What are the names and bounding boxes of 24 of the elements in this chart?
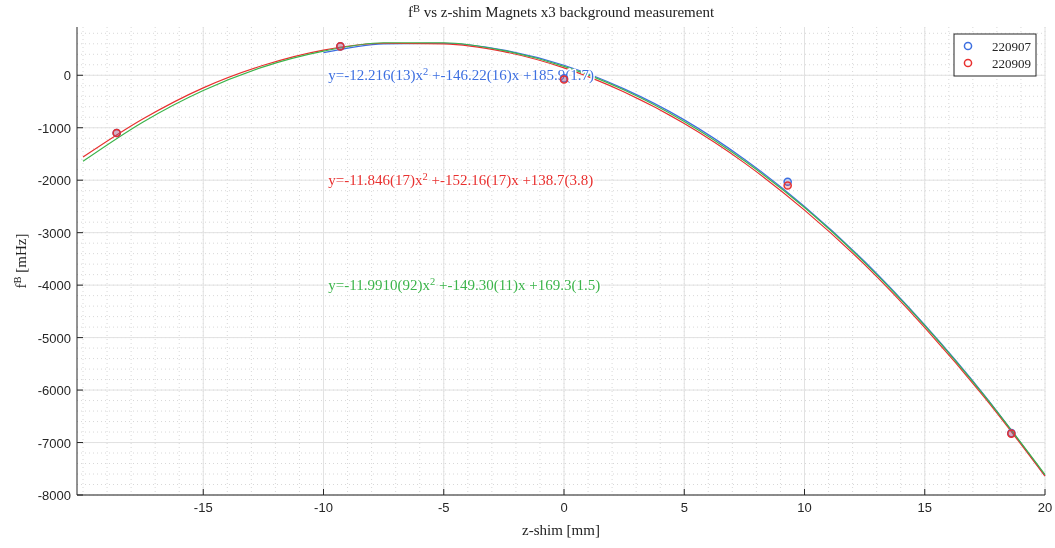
annotation: y=-11.9910(92)x$^{2}$ +-149.30(11)x +169.3(1.5)	[328, 275, 601, 295]
legend-label: 220909	[992, 56, 1031, 71]
y-tick-label: -7000	[37, 435, 71, 451]
x-tick-label: -5	[437, 500, 450, 515]
y-tick-label: -2000	[37, 173, 71, 189]
annotation: y=-11.846(17)x$^{2}$ +-152.16(17)x +138.7(3.8)	[328, 170, 594, 190]
y-tick-label: -1000	[37, 120, 71, 136]
y-tick-label: -4000	[37, 278, 71, 294]
y-tick-label: 0	[63, 68, 71, 84]
chart-title: f$^{B}$ vs z-shim Magnets x3 background measurement	[407, 2, 715, 20]
x-tick-label: -15	[193, 500, 213, 515]
x-tick-label: 10	[797, 500, 812, 515]
x-tick-label: -10	[314, 500, 333, 515]
x-tick-label: 20	[1037, 500, 1053, 515]
y-tick-label: -3000	[37, 225, 71, 241]
y-tick-label: -6000	[37, 383, 71, 399]
x-tick-label: 0	[560, 500, 568, 515]
point	[783, 181, 792, 190]
x-tick-label: 5	[680, 500, 688, 515]
y-tick-label: -8000	[37, 488, 71, 503]
x-tick-label: 15	[917, 500, 932, 515]
x-axis-title: z-shim [mm]	[522, 522, 600, 538]
legend-label: 220907	[992, 39, 1032, 54]
y-tick-label: -5000	[37, 330, 71, 346]
